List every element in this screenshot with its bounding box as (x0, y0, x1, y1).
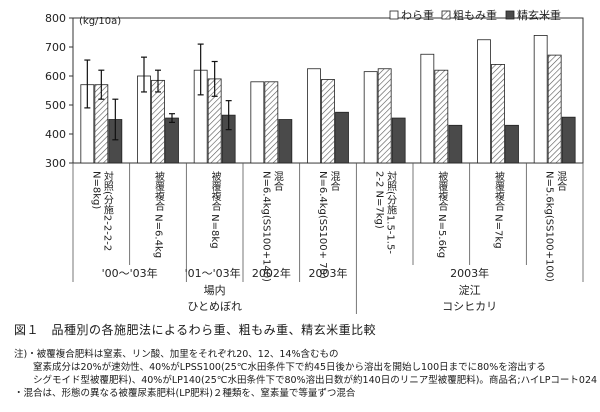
note-line: 窒素成分は20%が速効性、40%がLPSS100(25℃水田条件下で約45日後か… (14, 362, 546, 373)
y-tick-label: 500 (45, 99, 66, 112)
category-label: 2-2 N=7kg) (374, 171, 385, 229)
bar (420, 53, 435, 164)
category-label: 被覆複合 N=5.6kg (436, 170, 448, 258)
bar (264, 81, 279, 164)
group-label-site: 淀江 (459, 283, 481, 297)
category-label: 対照(分施1.5-1.5- (385, 170, 397, 255)
note-line: 注)・被覆複合肥料は窒素、リン酸、加里をそれぞれ20、12、14%含むもの (14, 349, 339, 360)
y-tick-label: 400 (45, 128, 66, 141)
legend-swatch (389, 10, 399, 20)
group-label-variety: コシヒカリ (442, 300, 497, 313)
bar (448, 124, 463, 164)
y-tick-label: 300 (45, 157, 66, 170)
legend-entry: 粗もみ重 (453, 8, 497, 22)
bar (335, 111, 349, 164)
bar (491, 64, 505, 164)
figure-caption: 図１ 品種別の各施肥法によるわら重、粗もみ重、精玄米重比較 (14, 323, 377, 337)
legend-swatch (505, 10, 515, 20)
bar (533, 35, 548, 164)
bar (165, 117, 179, 164)
y-tick-label: 700 (45, 41, 66, 54)
note-line: シグモイド型被覆肥料)、40%がLP140(25℃水田条件下で80%溶出日数が約… (14, 375, 598, 386)
group-label-variety: ひとめぼれ (187, 300, 242, 313)
category-label: 混合 (328, 171, 340, 192)
legend-swatch (441, 10, 451, 20)
category-label: 対照(分施2-2-2-2 (101, 170, 113, 251)
category-label: N=6.4kg(SS100+140) (260, 171, 271, 282)
category-label: N=8kg) (90, 171, 101, 209)
note-line: ・混合は、形態の異なる被覆尿素肥料(LP肥料)２種類を、窒素量で等量ずつ混合 (14, 388, 356, 399)
figure-notes: 注)・被覆複合肥料は窒素、リン酸、加里をそれぞれ20、12、14%含むもの 窒素… (14, 348, 597, 400)
group-label-year: 2003年 (309, 266, 348, 280)
bar (321, 79, 335, 164)
category-label: 混合 (555, 171, 567, 192)
bar (250, 81, 265, 164)
y-axis-label: (kg/10a) (79, 16, 121, 27)
bar (561, 116, 576, 164)
bar (434, 69, 449, 164)
bar (477, 39, 491, 164)
category-label: 混合 (271, 171, 283, 192)
category-label: 被覆複合 N=8kg (209, 170, 221, 249)
group-label-year: '01～'03年 (185, 266, 241, 280)
bar (547, 54, 562, 164)
category-label: 被覆複合 N=6.4kg (153, 170, 165, 258)
group-label-year: 2002年 (252, 266, 291, 280)
bar (363, 71, 378, 164)
legend: わら重 粗もみ重 精玄米重 (389, 8, 561, 22)
legend-entry: 精玄米重 (517, 8, 561, 22)
bar (377, 68, 392, 164)
category-label: N=5.6kg(SS100+100) (544, 171, 555, 282)
y-tick-label: 800 (45, 12, 66, 25)
bar (391, 117, 406, 164)
y-tick-label: 600 (45, 70, 66, 83)
bar (278, 119, 293, 164)
category-label: N=6.4kg(SS100+ 70) (317, 171, 328, 279)
group-label-year: 2003年 (450, 266, 489, 280)
legend-entry: わら重 (401, 8, 434, 22)
group-label-year: '00～'03年 (102, 266, 158, 280)
category-label: 被覆複合 N=7kg (493, 170, 505, 249)
bar (151, 79, 165, 164)
bar (505, 124, 519, 164)
bar (307, 68, 321, 164)
group-label-site: 場内 (204, 283, 226, 297)
